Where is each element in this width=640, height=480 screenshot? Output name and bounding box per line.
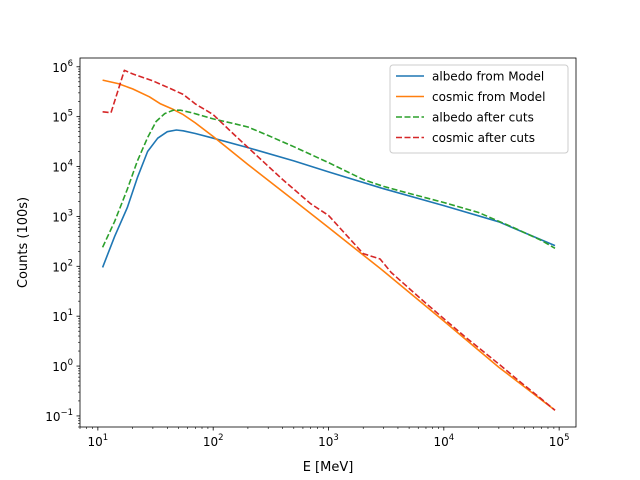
legend: albedo from Model cosmic from Model albedo… — [389, 64, 569, 154]
x-tick-label-exponent: 4 — [449, 433, 454, 443]
series-line-2 — [102, 79, 556, 411]
y-tick-label-exponent: 3 — [68, 208, 73, 218]
legend-label: cosmic from Model — [432, 90, 545, 104]
x-tick-label-exponent: 5 — [564, 433, 569, 443]
y-tick-label-base: 10 — [52, 111, 67, 125]
x-tick-label: 105 — [549, 433, 570, 449]
y-tick-label: 10−1 — [45, 408, 73, 424]
y-tick-label-base: 10 — [52, 360, 67, 374]
y-tick-label-base: 10 — [52, 161, 67, 175]
y-tick-label: 106 — [52, 59, 73, 75]
y-tick-label-exponent: 4 — [68, 159, 73, 169]
x-tick-label-base: 10 — [433, 435, 448, 449]
x-tick-label-exponent: 1 — [103, 433, 108, 443]
series-line-1 — [101, 129, 556, 268]
x-tick-label: 102 — [203, 433, 224, 449]
y-tick-label-exponent: 1 — [68, 308, 73, 318]
y-tick-label-exponent: 6 — [68, 59, 73, 69]
x-tick-label-base: 10 — [318, 435, 333, 449]
legend-box — [389, 64, 569, 154]
legend-label: cosmic after cuts — [432, 131, 535, 145]
plot-area — [101, 69, 556, 411]
y-tick-label-exponent: −1 — [60, 408, 73, 418]
y-tick-label: 102 — [52, 258, 73, 274]
y-tick-label: 100 — [52, 358, 73, 374]
y-tick-label-exponent: 0 — [68, 358, 73, 368]
x-tick-label-base: 10 — [203, 435, 218, 449]
axes-frame — [79, 57, 577, 428]
y-tick-label-base: 10 — [52, 310, 67, 324]
series-line-3 — [101, 109, 556, 249]
x-axis-label: E [MeV] — [303, 460, 354, 475]
y-tick-label: 101 — [52, 308, 73, 324]
x-tick-label-base: 10 — [88, 435, 103, 449]
y-tick-label-base: 10 — [45, 410, 60, 424]
x-tick-label: 101 — [88, 433, 109, 449]
x-tick-label-exponent: 2 — [218, 433, 223, 443]
y-tick-label-exponent: 5 — [68, 109, 73, 119]
x-tick-label-exponent: 3 — [333, 433, 338, 443]
y-tick-label-base: 10 — [52, 260, 67, 274]
x-tick-label-base: 10 — [549, 435, 564, 449]
y-tick-label: 105 — [52, 109, 73, 125]
y-tick-label-exponent: 2 — [68, 258, 73, 268]
y-tick-label: 104 — [52, 159, 73, 175]
series-line-4 — [102, 69, 556, 411]
x-tick-label: 104 — [433, 433, 454, 449]
legend-label: albedo after cuts — [432, 111, 534, 125]
x-axis: 101 102 103 104 105 — [79, 427, 570, 449]
legend-label: albedo from Model — [432, 70, 544, 84]
y-tick-label-base: 10 — [52, 61, 67, 75]
y-axis-label: Counts (100s) — [16, 197, 31, 288]
x-tick-label: 103 — [318, 433, 339, 449]
y-tick-label: 103 — [52, 208, 73, 224]
y-tick-label-base: 10 — [52, 210, 67, 224]
